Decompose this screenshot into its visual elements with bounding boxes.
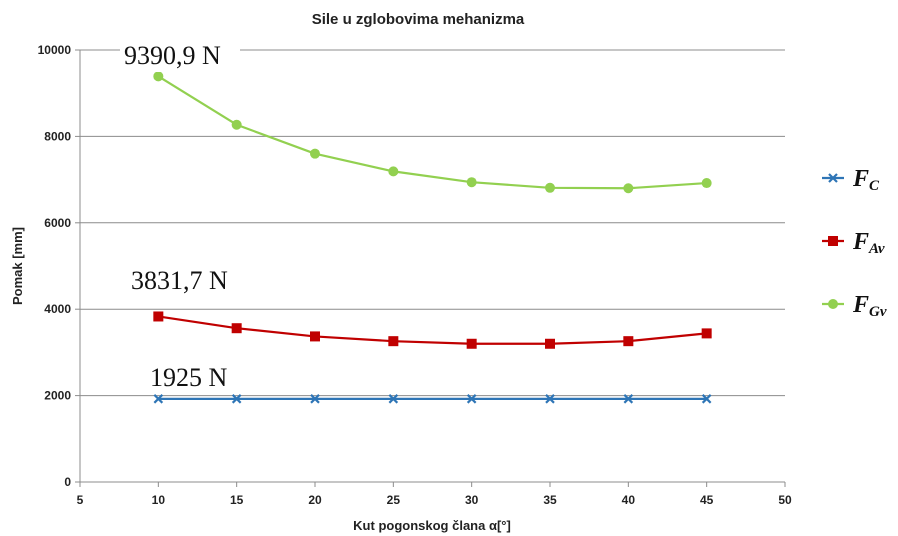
- data-point-f-av: [231, 323, 242, 334]
- data-point-f-c: [310, 394, 320, 404]
- data-point-f-av: [388, 336, 399, 347]
- x-tick-label: 45: [700, 493, 714, 507]
- data-point-f-av: [310, 331, 320, 342]
- series-f-c: [153, 394, 712, 404]
- data-point-f-av: [466, 338, 477, 349]
- y-tick-label: 10000: [38, 43, 72, 57]
- annotations: 9390,9 N 3831,7 N 1925 N: [120, 40, 240, 392]
- y-tick-label: 0: [64, 475, 71, 489]
- x-tick-label: 50: [778, 493, 792, 507]
- data-point-f-c: [623, 394, 634, 404]
- data-point-f-c: [388, 394, 399, 404]
- x-tick-label: 25: [387, 493, 401, 507]
- data-point-f-av: [701, 328, 712, 339]
- series-line-f-gv: [157, 75, 707, 190]
- series-f-av: [153, 311, 712, 349]
- data-point-f-c: [701, 394, 712, 404]
- legend-label-main: F: [852, 292, 869, 318]
- series-f-gv: [153, 71, 712, 194]
- y-axis-label: Pomak [mm]: [10, 227, 25, 305]
- y-tick-labels: 0 2000 4000 6000 8000 10000: [38, 43, 72, 489]
- data-point-f-av: [545, 338, 555, 349]
- legend-label-subscript: Av: [868, 241, 885, 257]
- gridlines: [80, 49, 785, 397]
- legend-item-f-gv: FGv: [822, 292, 887, 320]
- annotation-label: 9390,9 N: [124, 41, 221, 70]
- legend-label-subscript: Gv: [869, 304, 887, 320]
- legend-label-main: F: [852, 166, 869, 192]
- x-tick-labels: 5 10 15 20 25 30 35 40 45 50: [77, 493, 792, 507]
- legend-swatch-marker: [828, 299, 838, 309]
- legend-item-f-av: FAv: [822, 229, 885, 257]
- legend-swatch-marker: [828, 173, 838, 183]
- x-axis-label: Kut pogonskog člana α[°]: [353, 518, 511, 533]
- x-tick-label: 35: [543, 493, 557, 507]
- legend-label-f-c: FC: [852, 166, 880, 194]
- legend-label-f-av: FAv: [852, 229, 885, 257]
- annotation-background: [120, 40, 240, 72]
- x-tick-label: 40: [622, 493, 636, 507]
- legend-swatch-marker: [828, 236, 838, 246]
- data-point-f-gv: [153, 71, 164, 82]
- legend-label-main: F: [852, 229, 869, 255]
- chart-title: Sile u zglobovima mehanizma: [312, 11, 525, 28]
- x-tick-label: 20: [308, 493, 322, 507]
- data-point-f-gv: [466, 177, 477, 188]
- data-point-f-gv: [388, 166, 399, 177]
- data-point-f-gv: [623, 183, 634, 194]
- y-tick-label: 4000: [44, 302, 71, 316]
- data-point-f-c: [466, 394, 477, 404]
- x-tick-label: 5: [77, 493, 84, 507]
- data-point-f-av: [623, 336, 634, 347]
- series-line-f-av: [158, 315, 707, 345]
- y-tick-label: 2000: [44, 389, 71, 403]
- y-tick-label: 8000: [44, 129, 71, 143]
- legend-item-f-c: FC: [822, 166, 880, 194]
- data-point-f-gv: [545, 182, 555, 193]
- axes: [75, 49, 786, 487]
- legend-label-subscript: C: [869, 178, 880, 194]
- data-point-f-gv: [231, 119, 242, 130]
- x-tick-label: 30: [465, 493, 479, 507]
- legend-label-f-gv: FGv: [852, 292, 887, 320]
- data-point-f-c: [545, 394, 555, 404]
- annotation-label: 1925 N: [150, 363, 228, 392]
- data-point-f-c: [153, 394, 164, 404]
- data-point-f-av: [153, 311, 164, 322]
- x-tick-label: 15: [230, 493, 244, 507]
- x-tick-label: 10: [152, 493, 166, 507]
- annotation-label: 3831,7 N: [131, 266, 228, 295]
- data-point-f-gv: [310, 148, 320, 159]
- series-layer: [153, 71, 712, 404]
- y-tick-label: 6000: [44, 216, 71, 230]
- data-point-f-gv: [701, 178, 712, 189]
- data-point-f-c: [231, 394, 242, 404]
